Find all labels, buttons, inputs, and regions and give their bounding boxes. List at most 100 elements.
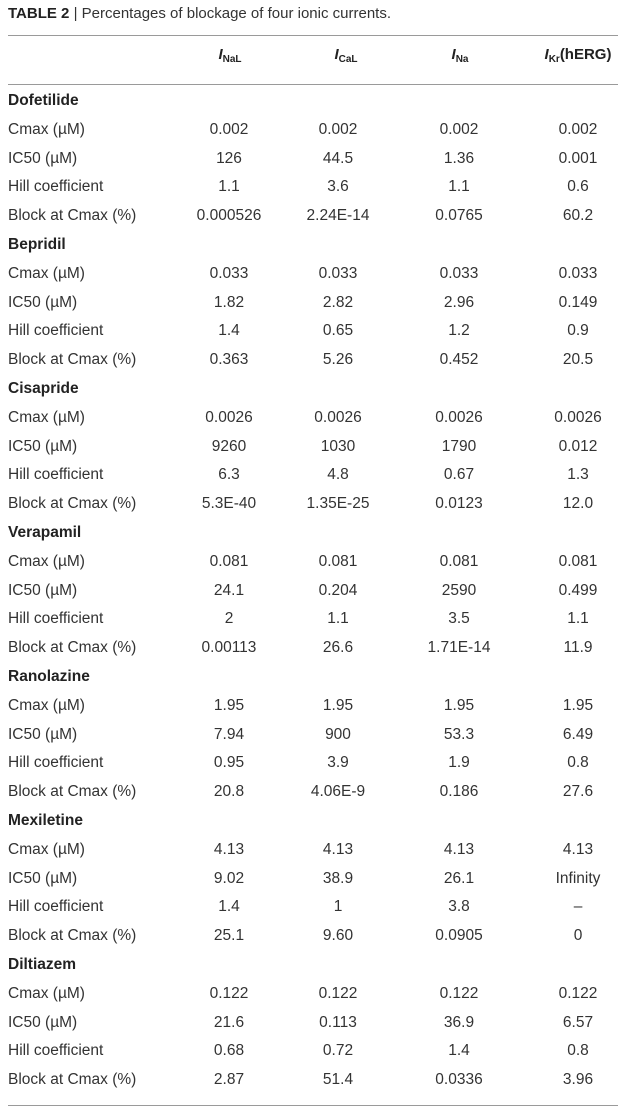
table-cell: 0.452 [439, 351, 479, 369]
table-cell: 0.033 [439, 264, 479, 282]
table-cell: 27.6 [562, 783, 594, 801]
table-cell: 25.1 [213, 927, 245, 945]
table-cell: 38.9 [322, 869, 354, 887]
table-cell: 0.122 [318, 984, 358, 1002]
table-cell: 3.5 [448, 610, 470, 628]
drug-section-header: Mexiletine [0, 808, 622, 837]
table-cell: 20.5 [562, 351, 594, 369]
table-row: Block at Cmax (%) 5.3E-40 1.35E-25 0.0123 12… [0, 491, 622, 520]
table-row: Cmax (µM) 1.95 1.95 1.95 1.95 [0, 693, 622, 722]
table-cell: 4.13 [213, 840, 245, 858]
caption-text: Percentages of blockage of four ionic cu… [81, 5, 391, 22]
row-label: Block at Cmax (%) [8, 1071, 137, 1089]
table-cell: 0.002 [439, 120, 479, 138]
table-cell: 0.204 [318, 581, 358, 599]
row-label: IC50 (µM) [8, 581, 78, 599]
table-cell: 1.1 [567, 610, 589, 628]
drug-name: Mexiletine [8, 811, 83, 829]
table-row: Block at Cmax (%) 2.87 51.4 0.0336 3.96 [0, 1067, 622, 1096]
table-cell: 0.081 [439, 552, 479, 570]
row-label: IC50 (µM) [8, 869, 78, 887]
drug-section-header: Diltiazem [0, 952, 622, 981]
row-label: Cmax (µM) [8, 552, 85, 570]
table-bottom-rule [8, 1105, 618, 1106]
row-label: Block at Cmax (%) [8, 495, 137, 513]
table-cell: 1030 [320, 437, 356, 455]
table-cell: 0 [573, 927, 583, 945]
row-label: Block at Cmax (%) [8, 207, 137, 225]
table-cell: 0.002 [558, 120, 598, 138]
table-cell: 1.4 [218, 322, 240, 340]
table-cell: 0.0765 [435, 207, 483, 225]
table-cell: 51.4 [322, 1071, 354, 1089]
table-cell: 0.00113 [201, 639, 257, 657]
table-cell: 1.1 [448, 178, 470, 196]
table-cell: 0.149 [558, 293, 598, 311]
table-cell: 0.8 [567, 1042, 589, 1060]
table-row: IC50 (µM) 1.82 2.82 2.96 0.149 [0, 290, 622, 319]
table-cell: 1.9 [448, 754, 470, 772]
table-cell: 3.96 [562, 1071, 594, 1089]
table-body: Dofetilide Cmax (µM) 0.002 0.002 0.002 0.002 I… [0, 88, 622, 1096]
table-cell: 3.8 [448, 898, 470, 916]
table-cell: 1.82 [213, 293, 245, 311]
table-row: Hill coefficient 1.4 1 3.8 – [0, 894, 622, 923]
table-row: Hill coefficient 0.68 0.72 1.4 0.8 [0, 1038, 622, 1067]
table-cell: 1.95 [322, 696, 354, 714]
table-cell: 1.3 [567, 466, 589, 484]
table-cell: 0.0905 [435, 927, 483, 945]
row-label: IC50 (µM) [8, 725, 78, 743]
table-cell: 6.3 [218, 466, 240, 484]
caption-separator: | [73, 5, 78, 22]
table-row: IC50 (µM) 21.6 0.113 36.9 6.57 [0, 1010, 622, 1039]
table-cell: 1.35E-25 [306, 495, 370, 513]
drug-name: Cisapride [8, 379, 79, 397]
table-cell: – [573, 898, 583, 916]
table-cell: 0.002 [209, 120, 249, 138]
table-cell: 4.8 [327, 466, 349, 484]
table-cell: 20.8 [213, 783, 245, 801]
table-cell: 36.9 [443, 1013, 475, 1031]
table-cell: 26.6 [322, 639, 354, 657]
row-label: Block at Cmax (%) [8, 351, 137, 369]
table-cell: 0.0123 [435, 495, 483, 513]
drug-name: Verapamil [8, 523, 82, 541]
table-cell: 1.36 [443, 149, 475, 167]
row-label: Cmax (µM) [8, 264, 85, 282]
table-cell: 0.002 [318, 120, 358, 138]
table-cell: Infinity [555, 869, 601, 887]
table-row: Block at Cmax (%) 25.1 9.60 0.0905 0 [0, 923, 622, 952]
table-cell: 9.02 [213, 869, 245, 887]
table-cell: 0.081 [558, 552, 598, 570]
table-cell: 0.65 [322, 322, 354, 340]
row-label: Hill coefficient [8, 754, 104, 772]
table-row: Cmax (µM) 0.0026 0.0026 0.0026 0.0026 [0, 405, 622, 434]
table-cell: 24.1 [213, 581, 245, 599]
drug-section-header: Bepridil [0, 232, 622, 261]
table-cell: 1790 [441, 437, 477, 455]
table-cell: 0.122 [209, 984, 249, 1002]
table-cell: 0.0336 [435, 1071, 483, 1089]
drug-section-header: Ranolazine [0, 664, 622, 693]
row-label: Cmax (µM) [8, 408, 85, 426]
table-cell: 126 [216, 149, 242, 167]
table-cell: 0.186 [439, 783, 479, 801]
table-cell: 3.9 [327, 754, 349, 772]
row-label: Hill coefficient [8, 466, 104, 484]
table-cell: 0.363 [209, 351, 249, 369]
table-cell: 0.68 [213, 1042, 245, 1060]
table-cell: 60.2 [562, 207, 594, 225]
drug-name: Diltiazem [8, 955, 77, 973]
row-label: Cmax (µM) [8, 840, 85, 858]
table-cell: 2.82 [322, 293, 354, 311]
table-row: IC50 (µM) 7.94 900 53.3 6.49 [0, 722, 622, 751]
table-cell: 0.95 [213, 754, 245, 772]
table-cell: 1.1 [218, 178, 240, 196]
table-cell: 6.57 [562, 1013, 594, 1031]
table-row: Hill coefficient 2 1.1 3.5 1.1 [0, 606, 622, 635]
table-cell: 0.9 [567, 322, 589, 340]
table-cell: 0.081 [209, 552, 249, 570]
table-cell: 9.60 [322, 927, 354, 945]
row-label: Cmax (µM) [8, 696, 85, 714]
table-label: TABLE 2 [8, 5, 70, 22]
